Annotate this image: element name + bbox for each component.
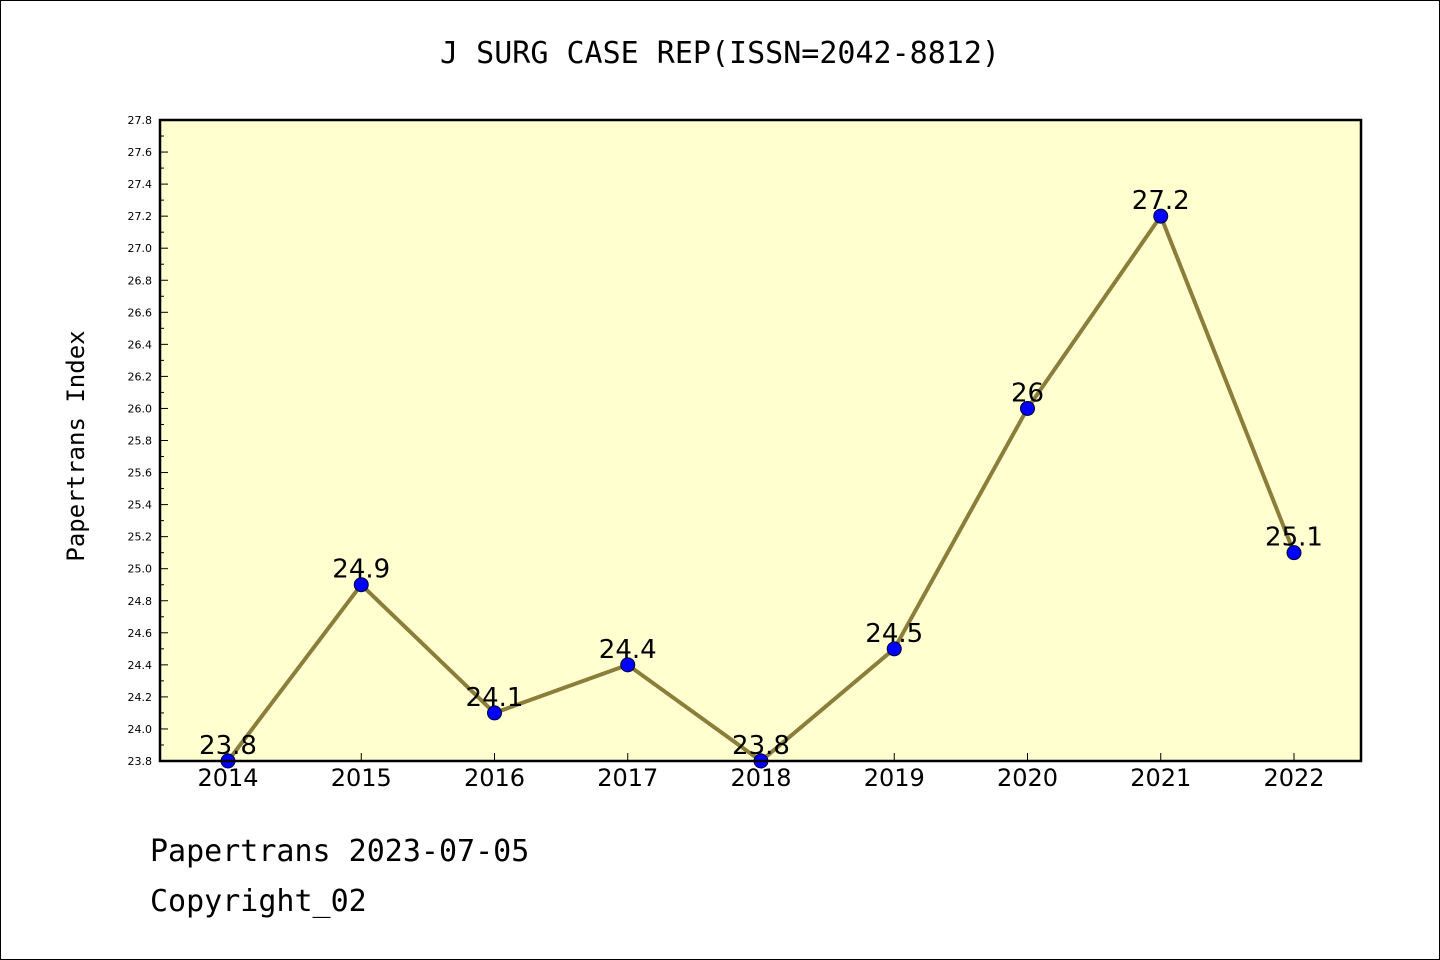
data-label: 25.1 (1265, 523, 1323, 553)
x-tick-label: 2021 (1130, 764, 1191, 792)
chart-title: J SURG CASE REP(ISSN=2042-8812) (440, 36, 1000, 71)
x-tick-label: 2020 (997, 764, 1058, 792)
data-point (487, 705, 502, 721)
y-tick-label: 27.0 (128, 242, 153, 255)
x-tick-label: 2022 (1263, 764, 1324, 792)
y-tick-label: 24.8 (128, 595, 153, 608)
y-tick-label: 26.2 (128, 370, 153, 383)
data-point (1286, 545, 1302, 561)
y-tick-label: 24.2 (128, 691, 153, 704)
data-point (620, 657, 636, 673)
y-tick-label: 27.4 (128, 178, 153, 191)
data-label: 23.8 (199, 731, 257, 761)
data-label: 24.5 (865, 619, 923, 649)
data-label: 24.4 (599, 635, 657, 665)
data-label: 26 (1011, 378, 1044, 408)
y-tick-label: 26.4 (128, 338, 153, 351)
footer-copyright: Copyright_02 (150, 884, 367, 919)
x-tick-label: 2014 (197, 764, 258, 792)
plot-border (158, 118, 1363, 763)
y-tick-label: 27.2 (128, 210, 153, 223)
x-tick-label: 2016 (464, 764, 525, 792)
data-point (1020, 400, 1035, 416)
y-tick-label: 27.6 (128, 146, 153, 159)
y-tick-label: 26.8 (128, 274, 153, 287)
y-tick-label: 25.4 (128, 499, 153, 512)
y-tick-label: 24.6 (128, 627, 153, 640)
data-label: 24.9 (332, 555, 390, 585)
y-tick-label: 26.6 (128, 306, 153, 319)
x-tick-label: 2015 (331, 764, 392, 792)
data-label: 23.8 (732, 731, 790, 761)
data-label: 27.2 (1132, 186, 1190, 216)
data-point (886, 641, 902, 657)
x-tick-label: 2019 (864, 764, 925, 792)
y-tick-label: 27.8 (128, 114, 153, 127)
plot-area (160, 120, 1361, 761)
data-point (353, 577, 369, 593)
x-tick-label: 2018 (730, 764, 791, 792)
y-tick-label: 24.0 (128, 723, 153, 736)
y-tick-label: 25.0 (128, 563, 153, 576)
y-tick-label: 25.6 (128, 467, 153, 480)
y-tick-label: 23.8 (128, 755, 153, 768)
data-label: 24.1 (466, 683, 524, 713)
y-tick-label: 24.4 (128, 659, 153, 672)
y-tick-label: 25.8 (128, 435, 153, 448)
x-tick-label: 2017 (597, 764, 658, 792)
data-point (1153, 208, 1169, 224)
footer-source: Papertrans 2023-07-05 (150, 834, 530, 869)
y-tick-label: 25.2 (128, 531, 153, 544)
y-tick-label: 26.0 (128, 402, 153, 415)
